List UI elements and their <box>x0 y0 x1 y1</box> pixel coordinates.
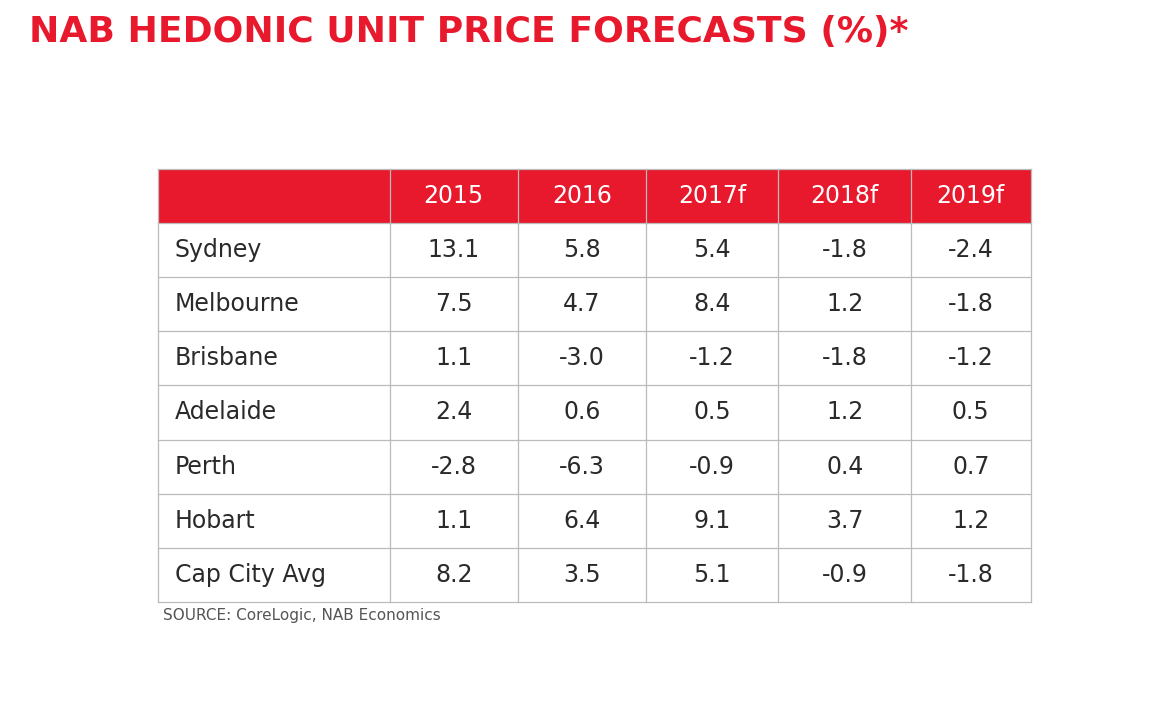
Text: Perth: Perth <box>175 455 237 479</box>
Text: 6.4: 6.4 <box>563 509 601 533</box>
Text: -3.0: -3.0 <box>559 346 604 370</box>
Text: -1.2: -1.2 <box>948 346 994 370</box>
Text: -1.2: -1.2 <box>689 346 735 370</box>
Text: 2016: 2016 <box>552 184 611 208</box>
Text: 8.2: 8.2 <box>435 563 472 587</box>
Text: Brisbane: Brisbane <box>175 346 278 370</box>
Text: 2017f: 2017f <box>679 184 746 208</box>
Text: 1.1: 1.1 <box>435 509 472 533</box>
Text: Melbourne: Melbourne <box>175 292 299 316</box>
Text: NAB HEDONIC UNIT PRICE FORECASTS (%)*: NAB HEDONIC UNIT PRICE FORECASTS (%)* <box>29 15 908 49</box>
Text: 9.1: 9.1 <box>694 509 731 533</box>
Text: 0.4: 0.4 <box>826 455 863 479</box>
Text: 0.5: 0.5 <box>952 401 989 425</box>
Text: -2.4: -2.4 <box>948 238 994 262</box>
Text: 2018f: 2018f <box>811 184 879 208</box>
Text: -1.8: -1.8 <box>821 346 868 370</box>
Text: 0.7: 0.7 <box>952 455 989 479</box>
Text: -1.8: -1.8 <box>948 563 994 587</box>
Text: SOURCE: CoreLogic, NAB Economics: SOURCE: CoreLogic, NAB Economics <box>162 608 441 622</box>
Text: 2019f: 2019f <box>936 184 1005 208</box>
Text: 3.7: 3.7 <box>826 509 863 533</box>
Text: 5.8: 5.8 <box>563 238 601 262</box>
Text: 13.1: 13.1 <box>428 238 480 262</box>
Text: 4.7: 4.7 <box>563 292 601 316</box>
Text: 2015: 2015 <box>423 184 484 208</box>
Text: Hobart: Hobart <box>175 509 255 533</box>
Text: 1.1: 1.1 <box>435 346 472 370</box>
Text: -6.3: -6.3 <box>559 455 604 479</box>
Text: -1.8: -1.8 <box>948 292 994 316</box>
Text: -0.9: -0.9 <box>821 563 868 587</box>
Text: 2.4: 2.4 <box>435 401 472 425</box>
Text: 1.2: 1.2 <box>826 401 863 425</box>
Text: 1.2: 1.2 <box>826 292 863 316</box>
Text: Adelaide: Adelaide <box>175 401 277 425</box>
Text: 0.5: 0.5 <box>694 401 731 425</box>
Text: Cap City Avg: Cap City Avg <box>175 563 326 587</box>
Text: -1.8: -1.8 <box>821 238 868 262</box>
Text: 0.6: 0.6 <box>563 401 601 425</box>
Text: 7.5: 7.5 <box>435 292 472 316</box>
Text: 8.4: 8.4 <box>694 292 731 316</box>
Text: Sydney: Sydney <box>175 238 262 262</box>
Text: -2.8: -2.8 <box>430 455 477 479</box>
Text: 3.5: 3.5 <box>563 563 601 587</box>
Text: -0.9: -0.9 <box>689 455 735 479</box>
Text: 5.4: 5.4 <box>694 238 731 262</box>
Text: 5.1: 5.1 <box>694 563 731 587</box>
Text: 1.2: 1.2 <box>952 509 989 533</box>
